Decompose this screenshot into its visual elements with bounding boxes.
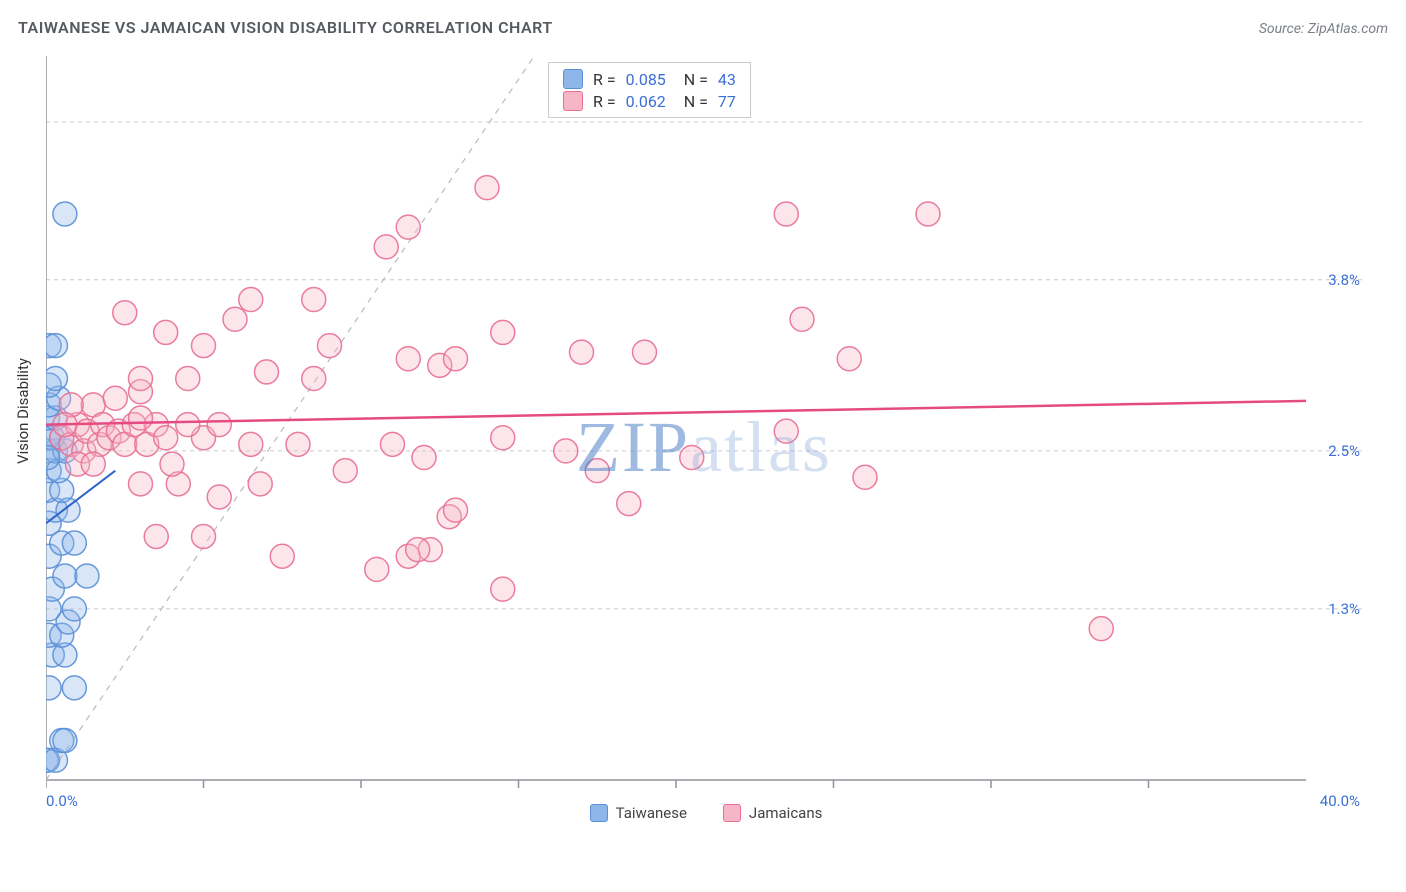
y-tick-label: 2.5% bbox=[1328, 442, 1366, 460]
y-axis-label: Vision Disability bbox=[8, 0, 38, 822]
stats-n-value: 77 bbox=[718, 92, 736, 111]
stats-r-value: 0.085 bbox=[626, 70, 666, 89]
stats-row: R = 0.085 N = 43 bbox=[563, 69, 736, 89]
stats-row: R = 0.062 N = 77 bbox=[563, 91, 736, 111]
legend-item: Taiwanese bbox=[590, 804, 687, 822]
header: TAIWANESE VS JAMAICAN VISION DISABILITY … bbox=[18, 18, 1388, 37]
stats-r-label: R = bbox=[593, 92, 616, 111]
stats-n-label: N = bbox=[676, 70, 708, 89]
legend-swatch bbox=[590, 804, 608, 822]
stats-r-label: R = bbox=[593, 70, 616, 89]
legend-label: Taiwanese bbox=[616, 804, 687, 822]
legend-swatch bbox=[723, 804, 741, 822]
source-value: ZipAtlas.com bbox=[1308, 21, 1388, 37]
stats-swatch bbox=[563, 91, 583, 111]
y-tick-label: 3.8% bbox=[1328, 271, 1366, 289]
legend-label: Jamaicans bbox=[749, 804, 822, 822]
y-tick-label: 1.3% bbox=[1328, 600, 1366, 618]
stats-r-value: 0.062 bbox=[626, 92, 666, 111]
bottom-legend: Taiwanese Jamaicans bbox=[46, 804, 1366, 822]
stats-n-value: 43 bbox=[718, 70, 736, 89]
source-line: Source: ZipAtlas.com bbox=[1259, 21, 1388, 37]
chart-area: R =0.085 N =43R =0.062 N =77 ZIPatlas 1.… bbox=[46, 56, 1366, 826]
stats-box: R = 0.085 N = 43 R = 0.062 N = 77 bbox=[548, 62, 751, 118]
scatter-plot bbox=[46, 56, 1366, 826]
source-label: Source: bbox=[1259, 21, 1304, 37]
stats-n-label: N = bbox=[676, 92, 708, 111]
chart-title: TAIWANESE VS JAMAICAN VISION DISABILITY … bbox=[18, 18, 553, 37]
y-axis-label-text: Vision Disability bbox=[14, 358, 32, 464]
legend-item: Jamaicans bbox=[723, 804, 822, 822]
stats-swatch bbox=[563, 69, 583, 89]
